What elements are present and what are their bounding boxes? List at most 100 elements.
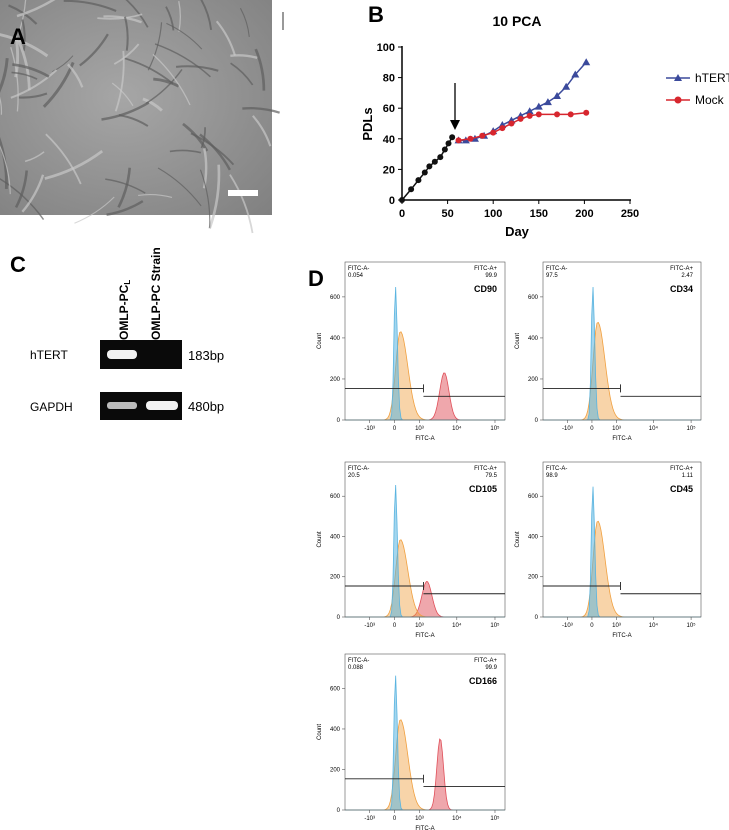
x-axis-label: FITC-A [612, 436, 631, 442]
density-curve [543, 287, 701, 421]
gate [543, 384, 701, 397]
cell [67, 63, 84, 88]
cell [18, 92, 48, 99]
y-tick-label: 100 [377, 42, 395, 54]
gate-label: FITC-A+ [670, 266, 693, 272]
gate-label: FITC-A+ [474, 658, 497, 664]
y-tick-label: 400 [330, 336, 341, 342]
x-tick-label: 10⁴ [452, 425, 462, 432]
y-tick-label: 0 [337, 418, 341, 424]
cell [123, 16, 129, 51]
y-tick-label: 400 [528, 336, 539, 342]
cell [24, 151, 45, 163]
cell [125, 0, 149, 28]
gel-band [107, 402, 137, 409]
y-axis-label: Count [515, 531, 521, 547]
x-tick-label: 10⁴ [649, 425, 659, 432]
y-tick-label: 600 [528, 494, 539, 500]
cell [200, 0, 213, 30]
y-tick-label: 200 [528, 377, 539, 383]
data-point [535, 111, 542, 118]
density-curve [543, 321, 701, 421]
data-point [426, 163, 433, 170]
gel-band [107, 350, 137, 359]
gel-column-label: OMLP-PC Strain [149, 247, 163, 340]
cell [252, 115, 272, 147]
x-tick-label: 250 [621, 208, 639, 220]
x-axis-label: FITC-A [612, 633, 631, 639]
cell [239, 7, 250, 37]
cell [52, 55, 74, 73]
x-tick-label: 100 [484, 208, 502, 220]
gel-column-subscript: L [123, 280, 132, 285]
marker-name: CD166 [469, 676, 497, 686]
y-tick-label: 200 [330, 575, 341, 581]
gate-label: FITC-A- [546, 266, 567, 272]
x-tick-label: 10³ [612, 426, 621, 432]
x-tick-label: 10⁵ [687, 622, 697, 629]
x-axis-label: FITC-A [415, 436, 434, 442]
legend-label: hTERT [695, 71, 729, 85]
data-point [526, 112, 533, 119]
marker-name: CD105 [469, 484, 497, 494]
cell [117, 167, 131, 208]
data-point [399, 197, 405, 203]
cell [138, 194, 173, 199]
cell [0, 178, 45, 220]
density-curve [543, 520, 701, 618]
cell [175, 65, 219, 72]
x-tick-label: 10⁴ [452, 815, 462, 822]
x-tick-label: 0 [393, 426, 397, 432]
gel-row-label: GAPDH [30, 400, 73, 414]
cell [145, 68, 183, 104]
x-tick-label: 10³ [612, 623, 621, 629]
density-curve [345, 581, 505, 618]
cell [169, 149, 202, 154]
gel-column-text: OMLP-PC [117, 284, 131, 340]
gate-label: FITC-A+ [474, 266, 497, 272]
x-tick-label: 0 [590, 623, 594, 629]
band-size: 183bp [188, 348, 224, 363]
data-point [553, 91, 562, 99]
y-axis-label: Count [317, 531, 323, 547]
cell [16, 0, 56, 18]
y-tick-label: 600 [528, 295, 539, 301]
gel-band [146, 401, 178, 410]
cell [79, 33, 109, 67]
y-tick-label: 200 [330, 767, 341, 773]
x-tick-label: -10³ [364, 623, 375, 629]
x-tick-label: 0 [393, 623, 397, 629]
y-tick-label: 0 [389, 195, 395, 207]
cell [165, 6, 175, 31]
y-tick-label: 0 [337, 808, 341, 814]
cell [0, 96, 3, 115]
cells [0, 0, 280, 234]
cell [17, 40, 31, 91]
cell [63, 0, 117, 12]
x-tick-label: 10⁵ [490, 425, 500, 432]
data-point [543, 98, 552, 106]
cell [242, 107, 280, 114]
data-point [582, 58, 591, 66]
cell [157, 167, 202, 207]
x-tick-label: 200 [575, 208, 593, 220]
x-tick-label: 10⁵ [687, 425, 697, 432]
data-point [554, 111, 561, 118]
x-tick-label: -10³ [364, 426, 375, 432]
x-axis-label: Day [505, 224, 530, 239]
y-axis-label: Count [515, 333, 521, 349]
x-tick-label: 50 [441, 208, 453, 220]
y-tick-label: 600 [330, 295, 341, 301]
x-tick-label: -10³ [562, 426, 573, 432]
y-tick-label: 400 [528, 534, 539, 540]
gate-value: 98.9 [546, 473, 558, 479]
y-tick-label: 20 [383, 164, 395, 176]
cell [166, 22, 203, 50]
cell [147, 22, 163, 71]
cell [11, 71, 38, 80]
density-curve [345, 287, 505, 421]
cell [254, 48, 266, 91]
gate-value: 79.5 [485, 473, 497, 479]
gel-row-label: hTERT [30, 348, 68, 362]
